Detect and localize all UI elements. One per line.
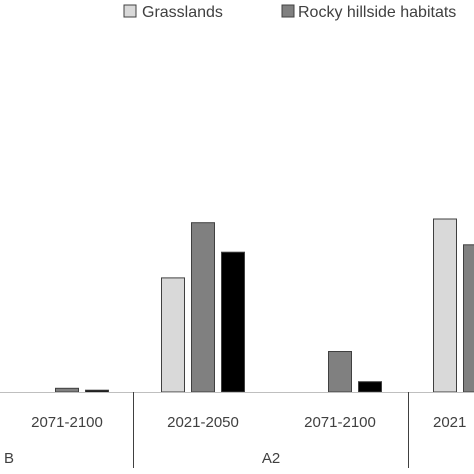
bar-series-1-category-0 (55, 387, 79, 393)
bar-series-0-category-3 (433, 218, 457, 393)
bar-series-2-category-0 (85, 389, 109, 393)
x-tick-label: 2021 (433, 414, 466, 431)
x-tick-label: 2071-2100 (304, 414, 376, 431)
bar-series-1-category-2 (328, 351, 352, 393)
bar-series-2-category-1 (221, 251, 245, 393)
legend-label-rocky-hillside: Rocky hillside habitats (298, 4, 456, 21)
bars (55, 218, 474, 393)
x-tick-label: 2021-2050 (167, 414, 239, 431)
bar-series-0-category-1 (161, 277, 185, 393)
category-dividers (133, 392, 409, 468)
legend-swatch-grasslands (123, 4, 137, 18)
bar-series-2-category-2 (358, 381, 382, 393)
legend-swatch-rocky-hillside (281, 4, 295, 18)
legend: Grasslands Rocky hillside habitats (123, 4, 456, 21)
bar-series-1-category-3 (463, 244, 474, 393)
x-tick-labels: 2071-2100 2021-2050 2071-2100 2021 (31, 414, 466, 431)
x-group-label: B (4, 450, 14, 467)
bar-series-1-category-1 (191, 222, 215, 393)
x-group-label: A2 (262, 450, 280, 467)
legend-label-grasslands: Grasslands (142, 4, 223, 21)
x-group-labels: B A2 (4, 450, 280, 467)
x-tick-label: 2071-2100 (31, 414, 103, 431)
